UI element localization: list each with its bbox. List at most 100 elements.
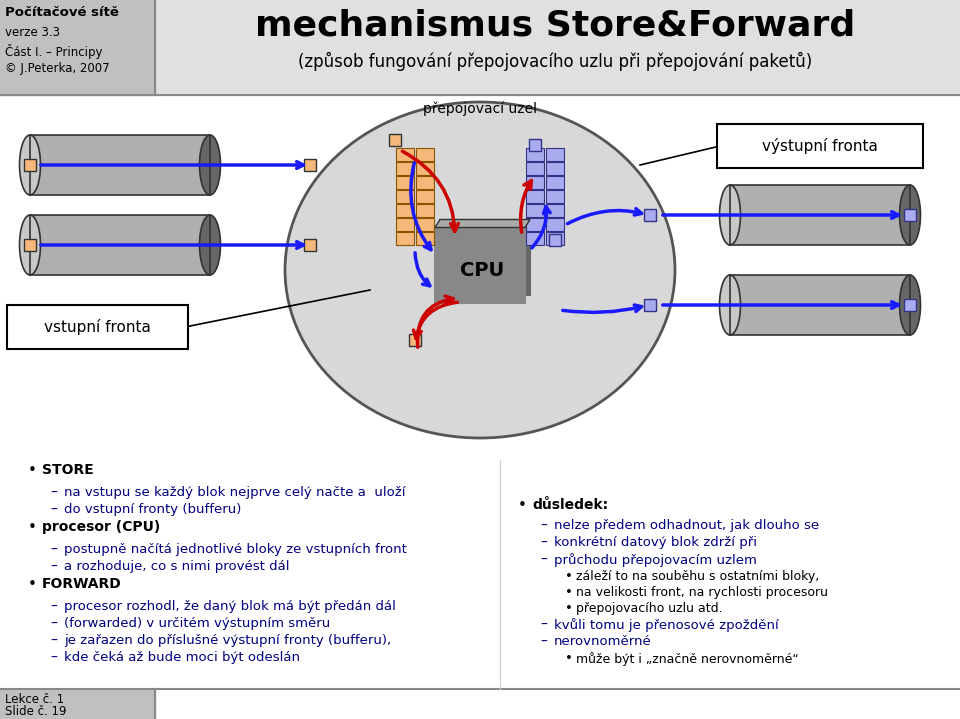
Text: •: •	[565, 602, 573, 615]
Text: CPU: CPU	[460, 260, 504, 280]
Bar	[644, 299, 656, 311]
Bar	[416, 218, 434, 231]
Ellipse shape	[19, 215, 40, 275]
Text: •: •	[28, 463, 36, 478]
Bar	[526, 176, 544, 189]
Text: je zařazen do příslušné výstupní fronty (bufferu),: je zařazen do příslušné výstupní fronty …	[64, 634, 391, 647]
Bar	[396, 232, 414, 245]
Text: může být i „značně nerovnoměrné“: může být i „značně nerovnoměrné“	[576, 652, 799, 666]
Text: procesor rozhodl, že daný blok má být předán dál: procesor rozhodl, že daný blok má být př…	[64, 600, 396, 613]
Bar	[30, 215, 210, 275]
Bar	[30, 215, 210, 275]
Text: průchodu přepojovacím uzlem: průchodu přepojovacím uzlem	[554, 553, 756, 567]
Ellipse shape	[900, 185, 921, 245]
Bar	[529, 139, 541, 151]
Text: důsledek:: důsledek:	[532, 498, 608, 512]
Ellipse shape	[19, 135, 40, 195]
Ellipse shape	[719, 185, 740, 245]
Ellipse shape	[900, 275, 921, 335]
Bar	[526, 218, 544, 231]
Bar	[416, 148, 434, 161]
Bar	[730, 185, 910, 245]
FancyBboxPatch shape	[717, 124, 923, 168]
Polygon shape	[435, 219, 530, 227]
Bar	[546, 148, 564, 161]
Text: záleží to na souběhu s ostatními bloky,: záleží to na souběhu s ostatními bloky,	[576, 570, 819, 583]
Text: –: –	[50, 560, 57, 574]
Text: výstupní fronta: výstupní fronta	[762, 138, 878, 154]
Text: verze 3.3: verze 3.3	[5, 26, 60, 39]
Bar	[549, 234, 561, 246]
Bar	[0, 0, 155, 95]
Text: přepojovacího uzlu atd.: přepojovacího uzlu atd.	[576, 602, 723, 615]
Text: kde čeká až bude moci být odeslán: kde čeká až bude moci být odeslán	[64, 651, 300, 664]
Bar	[435, 227, 525, 303]
Bar	[526, 148, 544, 161]
Bar	[416, 162, 434, 175]
Text: –: –	[50, 486, 57, 500]
Bar	[396, 204, 414, 217]
Bar	[416, 204, 434, 217]
Bar	[546, 204, 564, 217]
Bar	[440, 219, 530, 295]
Bar	[904, 299, 916, 311]
Text: Lekce č. 1: Lekce č. 1	[5, 693, 64, 706]
Bar	[0, 0, 960, 95]
Text: –: –	[540, 519, 547, 533]
Text: Slide č. 19: Slide č. 19	[5, 705, 66, 718]
Text: –: –	[540, 553, 547, 567]
Text: Část I. – Principy: Část I. – Principy	[5, 44, 103, 59]
Bar	[644, 209, 656, 221]
Bar	[416, 190, 434, 203]
Text: FORWARD: FORWARD	[42, 577, 122, 591]
Text: STORE: STORE	[42, 463, 94, 477]
Text: vstupní fronta: vstupní fronta	[43, 319, 151, 335]
Bar	[526, 232, 544, 245]
Bar	[304, 239, 316, 251]
Bar	[396, 190, 414, 203]
Bar	[396, 176, 414, 189]
Bar	[30, 135, 210, 195]
Ellipse shape	[285, 102, 675, 438]
Bar	[546, 176, 564, 189]
Bar	[416, 176, 434, 189]
Bar	[24, 239, 36, 251]
Bar	[526, 162, 544, 175]
Bar	[396, 148, 414, 161]
Text: –: –	[540, 536, 547, 550]
Bar	[730, 185, 910, 245]
Text: a rozhoduje, co s nimi provést dál: a rozhoduje, co s nimi provést dál	[64, 560, 290, 573]
Bar	[0, 689, 155, 719]
Text: –: –	[540, 635, 547, 649]
Bar	[396, 218, 414, 231]
Text: •: •	[565, 652, 573, 665]
Bar	[730, 275, 910, 335]
Text: (forwarded) v určitém výstupním směru: (forwarded) v určitém výstupním směru	[64, 617, 330, 630]
Text: –: –	[50, 617, 57, 631]
Text: –: –	[50, 600, 57, 614]
Bar	[396, 162, 414, 175]
Text: –: –	[540, 618, 547, 632]
Text: –: –	[50, 634, 57, 648]
Bar	[546, 190, 564, 203]
Text: •: •	[28, 520, 36, 535]
Text: přepojovací uzel: přepojovací uzel	[423, 102, 537, 116]
Text: na velikosti front, na rychlosti procesoru: na velikosti front, na rychlosti proceso…	[576, 586, 828, 599]
Bar	[546, 162, 564, 175]
Ellipse shape	[200, 135, 221, 195]
Text: Počítačové sítě: Počítačové sítě	[5, 6, 119, 19]
Bar	[389, 134, 401, 146]
Bar	[30, 135, 210, 195]
FancyBboxPatch shape	[7, 305, 188, 349]
Text: do vstupní fronty (bufferu): do vstupní fronty (bufferu)	[64, 503, 241, 516]
Text: nerovnoměrné: nerovnoměrné	[554, 635, 652, 648]
Bar	[409, 334, 421, 346]
Ellipse shape	[719, 275, 740, 335]
Bar	[904, 209, 916, 221]
Bar	[526, 204, 544, 217]
Bar	[546, 232, 564, 245]
Text: procesor (CPU): procesor (CPU)	[42, 520, 160, 534]
Bar	[730, 275, 910, 335]
Text: kvůli tomu je přenosové zpoždění: kvůli tomu je přenosové zpoždění	[554, 618, 779, 632]
Text: © J.Peterka, 2007: © J.Peterka, 2007	[5, 62, 109, 75]
